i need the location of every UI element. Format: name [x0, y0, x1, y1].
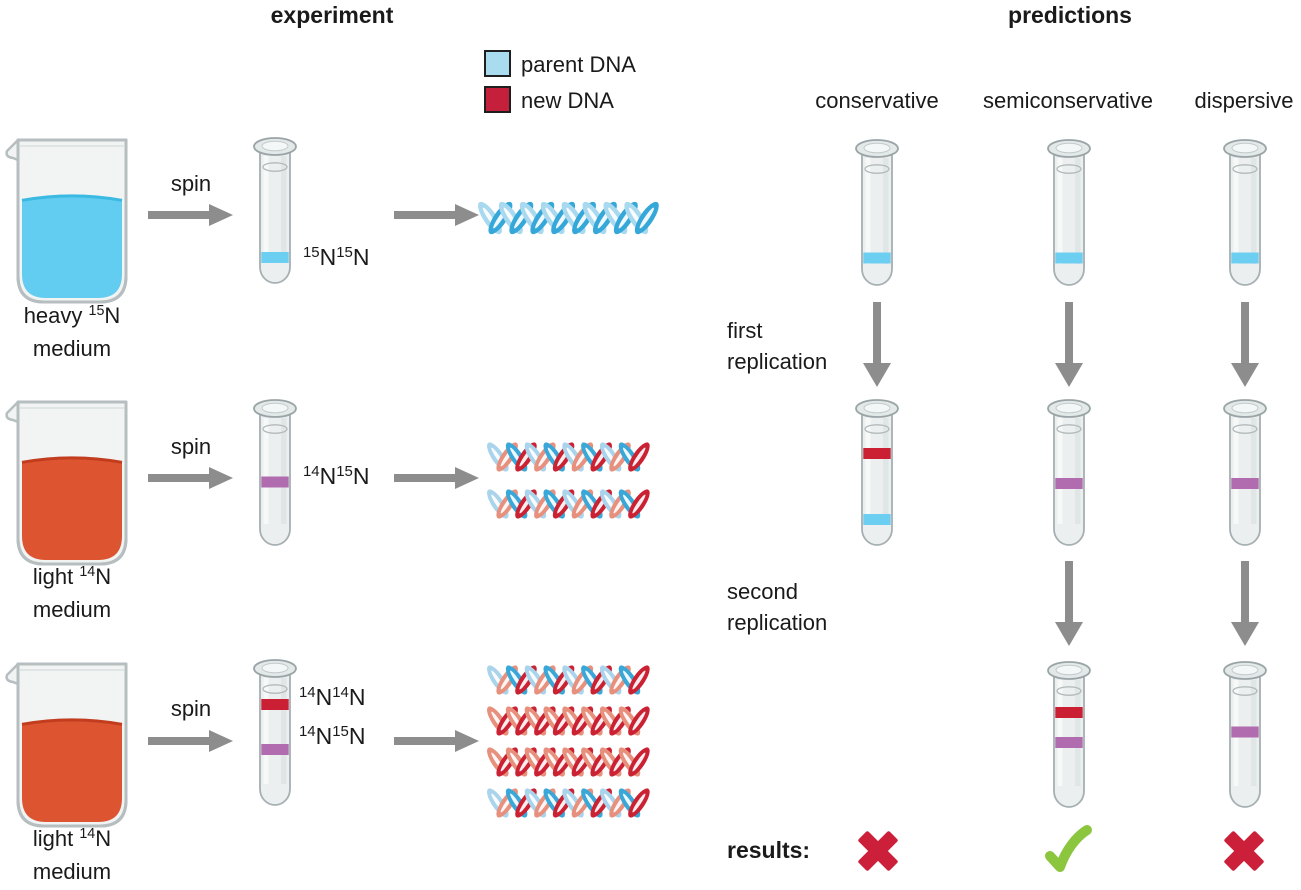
beaker-light-14n-2-label: light 14N medium	[32, 826, 112, 884]
experiment-tube-1	[253, 137, 297, 284]
result-arrow-2	[394, 467, 479, 489]
dna-helix-new-1	[487, 706, 650, 736]
legend-new-dna-swatch	[484, 86, 511, 113]
dna-helix-hybrid-1	[487, 442, 650, 472]
spin-label-2: spin	[170, 434, 212, 459]
predictions-title: predictions	[1008, 2, 1132, 28]
dna-helix-hybrid-2	[487, 489, 650, 519]
tube-label-14n14n: 14N14N	[299, 683, 366, 710]
result-check-semiconservative-icon	[1045, 825, 1092, 872]
result-cross-conservative-icon	[858, 831, 898, 871]
spin-arrow-1	[148, 204, 233, 226]
spin-label-3: spin	[170, 696, 212, 721]
result-cross-dispersive-icon	[1224, 831, 1264, 871]
second-replication-arrow-dispersive	[1231, 561, 1259, 646]
tube-conservative-first	[855, 399, 899, 546]
tube-dispersive-first	[1223, 399, 1267, 546]
result-arrow-1	[394, 204, 479, 226]
dna-helix-parent	[478, 201, 659, 235]
beaker-heavy-15n	[5, 138, 128, 304]
first-replication-arrow-semiconservative	[1055, 302, 1083, 387]
spin-arrow-2	[148, 467, 233, 489]
column-header-dispersive: dispersive	[1194, 88, 1294, 113]
dna-helix-new-2	[487, 747, 650, 777]
experiment-title: experiment	[270, 2, 394, 28]
first-replication-arrow-conservative	[863, 302, 891, 387]
tube-semiconservative-initial	[1047, 139, 1091, 286]
legend-parent-dna-swatch	[484, 50, 511, 77]
legend-parent-dna-label: parent DNA	[521, 52, 636, 77]
dna-helix-mix-2	[487, 788, 650, 818]
legend-new-dna-label: new DNA	[521, 88, 614, 113]
beaker-light-14n-2	[5, 662, 128, 828]
beaker-heavy-15n-label: heavy 15N medium	[23, 303, 121, 361]
tube-semiconservative-first	[1047, 399, 1091, 546]
first-replication-label: first replication	[727, 318, 828, 374]
second-replication-arrow-semiconservative	[1055, 561, 1083, 646]
column-header-conservative: conservative	[815, 88, 939, 113]
results-label: results:	[727, 837, 811, 863]
tube-dispersive-second	[1223, 661, 1267, 808]
second-replication-label: second replication	[727, 579, 828, 635]
tube-conservative-initial	[855, 139, 899, 286]
experiment-tube-2	[253, 399, 297, 546]
column-header-semiconservative: semiconservative	[983, 88, 1153, 113]
tube-semiconservative-second	[1047, 661, 1091, 808]
tube-dispersive-initial	[1223, 139, 1267, 286]
spin-label-1: spin	[170, 171, 212, 196]
dna-helix-mix-1	[487, 665, 650, 695]
beaker-light-14n-1	[5, 400, 128, 566]
result-arrow-3	[394, 730, 479, 752]
tube-label-14n15n: 14N15N	[303, 462, 370, 489]
beaker-light-14n-1-label: light 14N medium	[32, 564, 112, 622]
tube-label-14n15n-2: 14N15N	[299, 722, 366, 749]
tube-label-15n15n: 15N15N	[303, 243, 370, 270]
spin-arrow-3	[148, 730, 233, 752]
first-replication-arrow-dispersive	[1231, 302, 1259, 387]
experiment-tube-3	[253, 659, 297, 806]
